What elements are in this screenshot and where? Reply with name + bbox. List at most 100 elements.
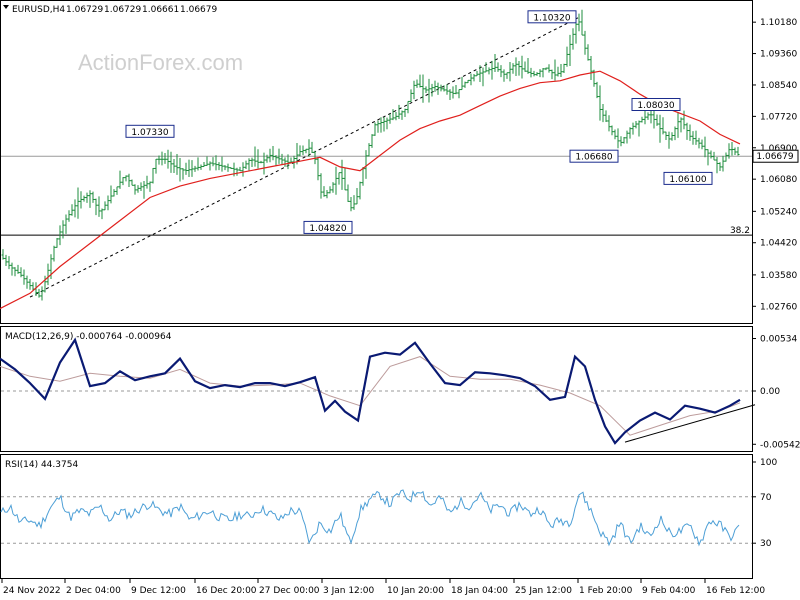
candle-bar xyxy=(730,142,734,156)
candle-bar xyxy=(352,195,356,210)
rsi-panel-frame xyxy=(0,454,753,579)
price-annotation: 1.06100 xyxy=(663,171,713,185)
chart-header: EURUSD,H4 1.06729 1.06729 1.06661 1.0667… xyxy=(3,5,217,15)
candle-bar xyxy=(244,160,248,169)
candle-bar xyxy=(598,85,602,121)
candle-bar xyxy=(649,110,653,124)
price-tick-label: 1.06080 xyxy=(760,175,797,185)
candle-bar xyxy=(343,168,347,191)
annotation-box xyxy=(631,97,681,111)
candle-bar xyxy=(640,116,644,123)
candle-bar xyxy=(169,151,173,173)
candle-bar xyxy=(223,165,227,171)
candle-bar xyxy=(355,188,359,205)
candle-bar xyxy=(619,136,623,147)
candle-bar xyxy=(211,157,215,167)
candle-bar xyxy=(409,89,413,102)
candle-bar xyxy=(529,67,533,78)
candle-bar xyxy=(643,109,647,125)
candle-bar xyxy=(622,136,626,144)
candle-bar xyxy=(475,70,479,77)
candle-bar xyxy=(547,64,551,73)
candle-bar xyxy=(154,158,158,174)
candle-bar xyxy=(208,161,212,171)
candle-bar xyxy=(139,182,143,191)
candle-bar xyxy=(334,166,338,195)
candle-bar xyxy=(106,195,110,211)
annotation-label: 1.04820 xyxy=(309,224,346,234)
candle-bar xyxy=(508,62,512,82)
candle-bar xyxy=(55,237,59,248)
candle-bar xyxy=(505,72,509,79)
candle-bar xyxy=(535,72,539,76)
macd-axis: 0.00534 0.00 -0.005421 xyxy=(752,335,800,450)
candle-bar xyxy=(238,166,242,172)
candle-bar xyxy=(79,191,83,209)
candle-bar xyxy=(7,256,11,270)
price-tick-label: 1.06900 xyxy=(760,144,797,154)
candle-bar xyxy=(178,158,182,182)
candle-bar xyxy=(523,61,527,72)
candle-bar xyxy=(148,181,152,192)
candle-bar xyxy=(502,69,506,82)
price-annotation: 1.08030 xyxy=(631,97,681,111)
candle-bar xyxy=(337,172,341,185)
macd-line xyxy=(0,337,741,445)
candle-bar xyxy=(499,65,503,78)
candle-bar xyxy=(424,86,428,94)
candle-bar xyxy=(130,179,134,186)
candle-bar xyxy=(718,162,722,172)
candle-bar xyxy=(10,262,14,276)
candle-bar xyxy=(118,170,122,189)
candle-bar xyxy=(481,67,485,87)
candle-bar xyxy=(295,143,299,165)
candle-bar xyxy=(724,152,728,162)
candle-bar xyxy=(709,150,713,159)
candle-bar xyxy=(46,263,50,286)
candle-bar xyxy=(280,153,284,166)
candle-bar xyxy=(52,245,56,262)
candle-bar xyxy=(226,163,230,172)
candle-bar xyxy=(298,145,302,157)
candle-bar xyxy=(430,83,434,97)
time-tick-label: 25 Jan 12:00 xyxy=(515,586,572,596)
candle-bar xyxy=(370,134,374,148)
candle-bar xyxy=(172,159,176,173)
macd-panel-frame xyxy=(0,326,753,452)
candle-bar xyxy=(133,184,137,195)
candle-bar xyxy=(43,275,47,293)
candle-bar xyxy=(262,152,266,175)
macd-trendline xyxy=(624,404,756,443)
candle-bar xyxy=(142,180,146,199)
candle-bar xyxy=(670,132,674,141)
candle-bar xyxy=(301,145,305,156)
candle-bar xyxy=(442,85,446,92)
candle-bar xyxy=(421,74,425,103)
candle-bar xyxy=(277,148,281,164)
rsi-tick-label: 30 xyxy=(760,539,772,549)
candle-bar xyxy=(310,141,314,153)
candle-bar xyxy=(187,159,191,177)
price-axis: 1.10180 1.09360 1.08540 1.07720 1.06900 1.060… xyxy=(752,18,799,312)
candle-bar xyxy=(451,86,455,99)
candle-bar xyxy=(694,130,698,145)
candle-bar xyxy=(313,150,317,165)
candle-bar xyxy=(379,117,383,133)
candle-bar xyxy=(85,192,89,203)
time-tick-label: 10 Jan 20:00 xyxy=(387,586,444,596)
candle-bar xyxy=(577,13,581,32)
time-tick-label: 24 Nov 2022 xyxy=(3,586,61,596)
candle-bar xyxy=(121,177,125,186)
time-tick-label: 9 Dec 12:00 xyxy=(131,586,186,596)
candle-bar xyxy=(220,156,224,172)
moving-average-line xyxy=(0,70,741,310)
fib-38-label: 38.2 xyxy=(730,226,750,236)
candle-bar xyxy=(562,63,566,74)
candle-bar xyxy=(418,74,422,88)
candle-bar xyxy=(175,153,179,175)
candle-bar xyxy=(16,264,20,274)
candle-bar xyxy=(691,131,695,145)
candle-bar xyxy=(115,186,119,195)
candle-bar xyxy=(28,279,32,290)
candle-bar xyxy=(58,225,62,246)
